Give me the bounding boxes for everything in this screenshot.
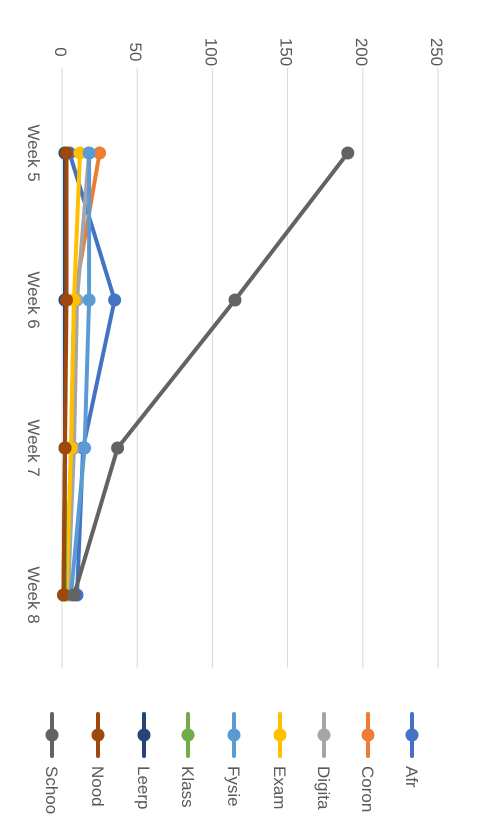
data-point — [341, 146, 355, 160]
series-line — [69, 151, 92, 597]
data-point — [67, 588, 81, 602]
legend-label: Leerp — [134, 766, 153, 809]
legend-item: Leerp — [134, 712, 153, 809]
gridlines — [61, 68, 439, 668]
legend-item: Klass — [178, 712, 197, 808]
legend-dot-marker — [91, 728, 105, 742]
legend-item: Coron — [358, 712, 377, 812]
legend-dot-marker — [361, 728, 375, 742]
legend-dot-marker — [273, 728, 287, 742]
data-point — [78, 441, 92, 455]
category-label: Week 7 — [24, 419, 43, 476]
data-point — [93, 146, 107, 160]
category-axis-labels: Week 5 Week 6 Week 7 Week 8 — [24, 124, 43, 623]
series-line — [67, 151, 117, 597]
legend-item: Fysie — [224, 712, 243, 807]
legend-item: Schoo — [42, 712, 61, 814]
legend-label: Schoo — [42, 766, 61, 814]
category-label: Week 8 — [24, 566, 43, 623]
value-tick-label: 100 — [201, 38, 220, 66]
data-point — [60, 146, 73, 160]
data-point — [58, 441, 72, 455]
legend: Afr Coron Digita Exam Fysie Klass Leerp Nood Sch… — [42, 712, 421, 814]
category-label: Week 6 — [24, 271, 43, 328]
category-label: Week 5 — [24, 124, 43, 181]
data-point — [82, 146, 96, 160]
value-tick-label: 150 — [277, 38, 296, 66]
legend-dot-marker — [405, 728, 419, 742]
data-point — [111, 441, 125, 455]
legend-dot-marker — [137, 728, 151, 742]
series-line — [61, 151, 69, 597]
legend-dot-marker — [317, 728, 331, 742]
series-nood — [57, 146, 73, 602]
series-schoo — [67, 146, 355, 602]
legend-label: Klass — [178, 766, 197, 808]
data-point — [108, 293, 122, 307]
legend-item: Exam — [270, 712, 289, 809]
legend-item: Nood — [88, 712, 107, 807]
series-line — [66, 151, 92, 597]
legend-item: Digita — [314, 712, 333, 810]
data-point — [82, 293, 96, 307]
legend-label: Exam — [270, 766, 289, 809]
series-lines — [57, 146, 355, 602]
legend-label: Fysie — [224, 766, 243, 807]
data-point — [228, 293, 242, 307]
legend-label: Digita — [314, 766, 333, 810]
legend-label: Afr — [402, 766, 421, 788]
legend-item: Afr — [402, 712, 421, 788]
legend-label: Nood — [88, 766, 107, 807]
data-point — [73, 146, 87, 160]
value-tick-label: 200 — [352, 38, 371, 66]
value-axis-ticks: 0 50 100 150 200 250 — [51, 38, 446, 66]
data-point — [60, 293, 73, 307]
legend-dot-marker — [227, 728, 241, 742]
value-tick-label: 250 — [427, 38, 446, 66]
legend-label: Coron — [358, 766, 377, 812]
legend-dot-marker — [181, 728, 195, 742]
series-line — [64, 151, 82, 597]
data-point — [57, 588, 70, 602]
value-tick-label: 50 — [126, 43, 145, 62]
legend-dot-marker — [45, 728, 59, 742]
series-line — [72, 151, 350, 597]
value-tick-label: 0 — [51, 47, 70, 56]
